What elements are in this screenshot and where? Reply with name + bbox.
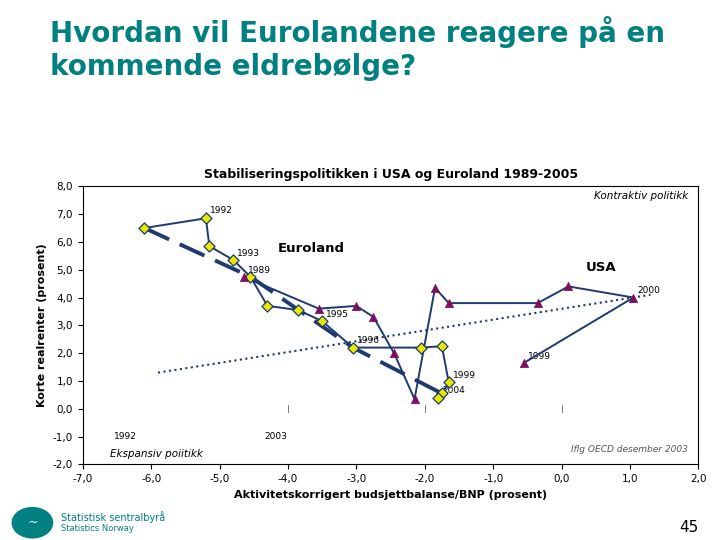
Text: Statistics Norway: Statistics Norway	[61, 524, 134, 532]
Point	[409, 395, 420, 403]
Text: Statistisk sentralbyrå: Statistisk sentralbyrå	[61, 511, 166, 523]
Text: 2003: 2003	[264, 433, 287, 441]
Text: 1992: 1992	[210, 206, 233, 215]
Title: Stabiliseringspolitikken i USA og Euroland 1989-2005: Stabiliseringspolitikken i USA og Eurola…	[204, 168, 577, 181]
Y-axis label: Korte realrenter (prosent): Korte realrenter (prosent)	[37, 244, 48, 407]
Point	[429, 284, 441, 292]
Point	[238, 272, 249, 281]
Text: 1992: 1992	[114, 433, 137, 441]
Point	[436, 389, 448, 398]
Point	[443, 378, 454, 387]
Point	[292, 306, 304, 314]
Text: 1999: 1999	[528, 352, 551, 361]
X-axis label: Aktivitetskorrigert budsjettbalanse/BNP (prosent): Aktivitetskorrigert budsjettbalanse/BNP …	[234, 490, 547, 500]
Point	[200, 214, 212, 222]
Text: ~: ~	[27, 516, 37, 529]
Text: Hvordan vil Eurolandene reagere på en
kommende eldrebølge?: Hvordan vil Eurolandene reagere på en ko…	[50, 16, 665, 80]
Point	[204, 242, 215, 251]
Point	[433, 393, 444, 402]
Point	[351, 301, 362, 310]
Text: Euroland: Euroland	[278, 242, 345, 255]
Text: Kontraktiv politikk: Kontraktiv politikk	[594, 191, 688, 201]
Point	[628, 293, 639, 302]
Point	[347, 343, 359, 352]
Text: Ekspansiv poiitikk: Ekspansiv poiitikk	[110, 449, 203, 460]
Text: 1995: 1995	[326, 310, 349, 319]
Point	[316, 317, 328, 326]
Point	[368, 313, 379, 321]
Point	[313, 305, 325, 313]
Point	[443, 299, 454, 307]
Text: 1996: 1996	[357, 336, 380, 346]
Point	[563, 282, 575, 291]
Point	[436, 342, 448, 350]
Text: USA: USA	[585, 261, 616, 274]
Point	[138, 224, 150, 232]
Text: 1999: 1999	[453, 371, 476, 380]
Point	[532, 299, 544, 307]
Text: 2004: 2004	[443, 387, 465, 395]
Text: 1989: 1989	[248, 266, 271, 274]
Point	[228, 255, 239, 264]
Point	[261, 301, 273, 310]
Text: 1993: 1993	[238, 249, 261, 258]
Point	[415, 343, 427, 352]
Text: Iflg OECD desember 2003: Iflg OECD desember 2003	[571, 445, 688, 454]
Text: 45: 45	[679, 519, 698, 535]
Text: 2000: 2000	[638, 286, 660, 295]
Point	[245, 272, 256, 281]
Point	[388, 349, 400, 357]
Point	[518, 359, 530, 367]
